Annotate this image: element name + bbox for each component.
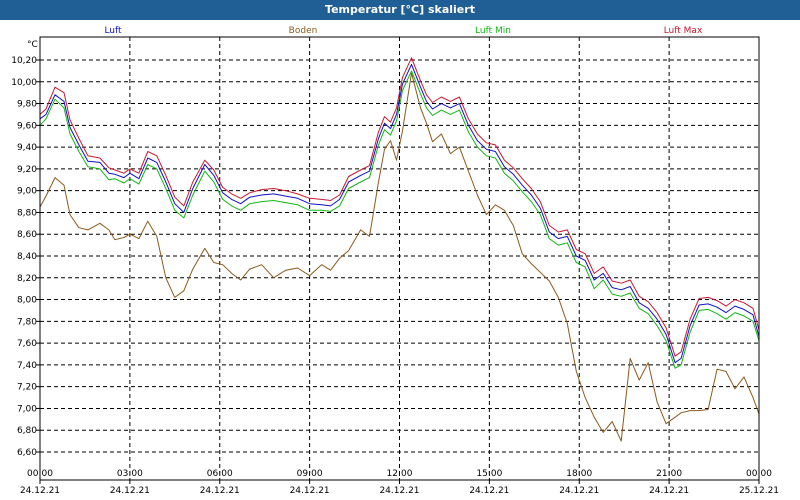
chart-title: Temperatur [°C] skaliert	[325, 3, 475, 16]
x-tick-time: 03:00	[117, 469, 143, 479]
series-line-boden	[39, 72, 760, 442]
x-tick-time: 21:00	[656, 469, 682, 479]
x-tick-date: 24.12.21	[20, 486, 60, 496]
legend-item: Luft Max	[664, 26, 703, 36]
x-tick-time: 12:00	[387, 469, 413, 479]
x-tick-time: 18:00	[566, 469, 592, 479]
y-tick-label: 9,00	[17, 187, 37, 197]
legend-item: Boden	[289, 26, 318, 36]
x-tick-date: 24.12.21	[559, 486, 599, 496]
y-tick-label: 10,20	[11, 56, 37, 66]
y-tick-label: 8,40	[17, 252, 37, 262]
y-tick-label: 8,20	[17, 274, 37, 284]
x-tick-date: 24.12.21	[290, 486, 330, 496]
y-tick-label: 7,00	[17, 404, 37, 414]
y-tick-label: 7,40	[17, 361, 37, 371]
y-tick-label: 6,80	[17, 426, 37, 436]
series-line-luft-max	[39, 57, 760, 357]
temperature-chart: Luft Boden Luft Min Luft Max °C 6,60 6,80 7,0…	[0, 20, 800, 500]
x-tick-date: 24.12.21	[200, 486, 240, 496]
x-tick-time: 15:00	[476, 469, 502, 479]
y-tick-label: 7,60	[17, 339, 37, 349]
y-tick-label: 10,00	[11, 78, 37, 88]
legend-item: Luft Min	[475, 26, 511, 36]
y-tick-label: 7,20	[17, 383, 37, 393]
y-axis-unit: °C	[27, 40, 38, 50]
legend-item: Luft	[104, 26, 122, 36]
x-tick-time: 09:00	[297, 469, 323, 479]
series-line-luft-min	[39, 70, 760, 369]
legend: Luft Boden Luft Min Luft Max	[104, 26, 703, 36]
x-tick-date: 24.12.21	[649, 486, 689, 496]
plot-frame	[39, 36, 760, 481]
series-line-luft	[39, 63, 760, 364]
y-axis-ticks: 6,60 6,80 7,00 7,20 7,40 7,60 7,80 8,00 8,20 8,40…	[11, 56, 40, 458]
data-series	[39, 57, 760, 442]
y-tick-label: 8,60	[17, 230, 37, 240]
x-tick-date: 24.12.21	[469, 486, 509, 496]
y-tick-label: 9,20	[17, 165, 37, 175]
x-tick-date: 24.12.21	[379, 486, 419, 496]
y-tick-label: 9,60	[17, 121, 37, 131]
x-tick-time: 06:00	[207, 469, 233, 479]
y-tick-label: 8,80	[17, 208, 37, 218]
y-tick-label: 6,60	[17, 448, 37, 458]
y-tick-label: 9,80	[17, 100, 37, 110]
chart-title-bar: Temperatur [°C] skaliert	[0, 0, 800, 20]
y-tick-label: 8,00	[17, 296, 37, 306]
y-tick-label: 9,40	[17, 143, 37, 153]
x-tick-date: 24.12.21	[110, 486, 150, 496]
x-tick-date: 25.12.21	[739, 486, 779, 496]
y-tick-label: 7,80	[17, 317, 37, 327]
